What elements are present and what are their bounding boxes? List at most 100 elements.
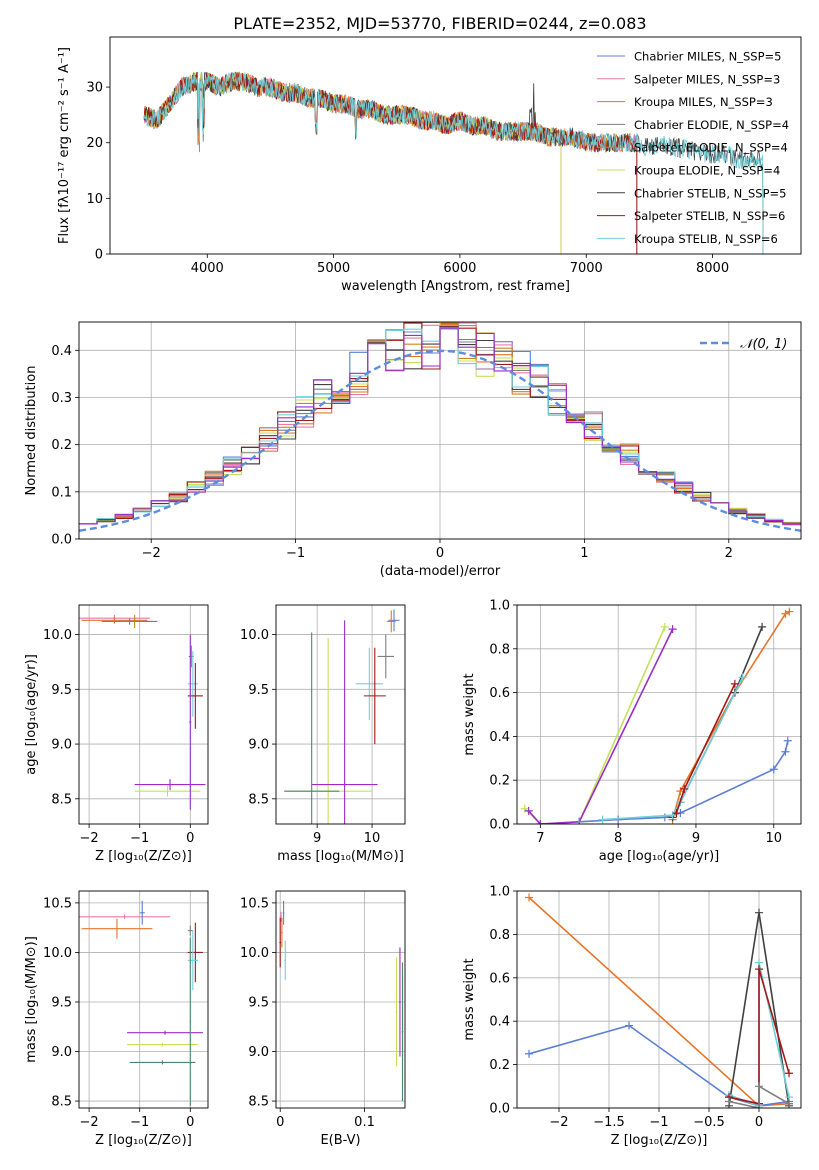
x-tick-label: 10	[364, 831, 381, 846]
errorbar-point	[134, 779, 206, 791]
y-tick-label: 9.5	[51, 995, 72, 1010]
y-axis-label: Flux [fλ10⁻¹⁷ erg cm⁻² s⁻¹ A⁻¹]	[57, 47, 72, 244]
weight-point-marker	[725, 1097, 733, 1106]
weight-point-marker	[524, 806, 533, 815]
errorbar-point	[101, 618, 158, 625]
weight-point-marker	[755, 965, 763, 974]
legend-entry: Salpeter MILES, N_SSP=3	[634, 72, 780, 86]
panel-massweight-vs-age: 7 8 9 10 0.0 0.2 0.4 0.6 0.8 1.0 age [log₁₀(age/yr…	[462, 599, 802, 864]
weight-point-marker	[769, 765, 778, 774]
errorbar-point	[139, 900, 145, 925]
y-tick-label: 9.0	[248, 738, 269, 753]
plot-area	[143, 71, 764, 254]
weight-point-marker	[783, 736, 792, 745]
y-tick-label: 9.5	[51, 683, 72, 698]
y-tick-label: 0.4	[51, 344, 72, 359]
weight-series	[598, 673, 747, 824]
x-axis-label: Z [log₁₀(Z/Z⊙)]	[95, 849, 192, 864]
y-axis-label: mass [log₁₀(M/M⊙)]	[24, 936, 39, 1063]
x-tick-label: −1	[649, 1115, 668, 1130]
legend-entry: 𝒩(0, 1)	[740, 337, 787, 352]
y-tick-label: 10.0	[43, 628, 72, 643]
plot-area	[79, 614, 206, 810]
axes-frame	[109, 36, 802, 255]
errorbar-point	[355, 647, 384, 720]
weight-point-marker	[525, 893, 533, 902]
x-tick-label: 6000	[443, 261, 476, 276]
axes-frame	[275, 604, 406, 825]
spectrum-series-line	[143, 72, 638, 254]
errorbar-point	[282, 900, 285, 925]
y-tick-label: 10.0	[240, 946, 269, 961]
weight-point-marker	[758, 622, 767, 631]
y-tick-label: 0.0	[51, 533, 72, 548]
y-tick-label: 10.5	[240, 896, 269, 911]
errorbar-point	[127, 1030, 203, 1035]
x-axis-label: mass [log₁₀(M/M⊙)]	[277, 849, 404, 864]
weight-series	[524, 625, 677, 824]
panel-age-vs-mass: 9 10 8.5 9.0 9.5 10.0 mass [log₁₀(M/M⊙)]	[240, 604, 406, 864]
x-tick-label: −0.5	[693, 1115, 725, 1130]
x-tick-label: −2	[142, 546, 161, 561]
y-tick-label: 0.0	[489, 818, 510, 833]
legend-entry: Kroupa ELODIE, N_SSP=4	[634, 164, 780, 178]
histogram-step	[79, 328, 801, 525]
legend-entry: Kroupa STELIB, N_SSP=6	[634, 232, 778, 246]
x-tick-label: −1	[130, 831, 149, 846]
plot-area	[79, 322, 801, 532]
axes-frame	[516, 604, 802, 825]
errorbar-point	[281, 917, 283, 948]
y-tick-label: 0.1	[51, 485, 72, 500]
y-tick-label: 9.0	[248, 1045, 269, 1060]
errorbar-point	[284, 632, 340, 824]
x-tick-label: −2	[549, 1115, 568, 1130]
y-tick-label: 0.8	[489, 642, 510, 657]
y-axis-label: mass weight	[462, 958, 477, 1040]
weight-point-marker	[536, 820, 545, 824]
y-tick-label: 10.0	[43, 946, 72, 961]
weight-point-marker	[785, 607, 794, 616]
legend-entry: Chabrier MILES, N_SSP=5	[634, 50, 781, 64]
y-tick-label: 10	[86, 192, 103, 207]
spectrum-series-line	[143, 71, 638, 254]
spectrum-series-line	[143, 71, 638, 254]
x-tick-label: −2	[80, 831, 99, 846]
weight-point-marker	[660, 813, 669, 822]
errorbar-point	[81, 918, 153, 939]
errorbar-point	[79, 914, 171, 919]
panel-residuals: −2 −1 0 1 2 0.0 0.1 0.2 0.3 0.4 (data-model)/error…	[24, 321, 802, 579]
legend-entry: Chabrier ELODIE, N_SSP=4	[634, 118, 789, 132]
weight-series-line	[728, 1084, 790, 1108]
x-tick-label: 8000	[696, 261, 729, 276]
weight-series-line	[528, 628, 674, 824]
x-tick-label: 9	[692, 831, 700, 846]
errorbar-point	[81, 617, 148, 624]
x-tick-label: 9	[313, 831, 321, 846]
x-tick-label: 2	[725, 546, 733, 561]
weight-point-marker	[668, 625, 677, 634]
y-tick-label: 0	[95, 248, 103, 263]
axes-frame	[275, 890, 406, 1109]
y-axis-label: age [log₁₀(age/yr)]	[24, 654, 39, 775]
weight-point-marker	[738, 673, 747, 682]
x-tick-label: 0	[186, 1115, 194, 1130]
figure-title: PLATE=2352, MJD=53770, FIBERID=0244, z=0…	[233, 14, 646, 33]
x-tick-label: 10	[765, 831, 782, 846]
weight-point-marker	[525, 1049, 533, 1058]
y-tick-label: 10.0	[240, 628, 269, 643]
x-axis-label: age [log₁₀(age/yr)]	[599, 849, 720, 864]
plot-area	[525, 893, 793, 1108]
y-tick-label: 9.5	[248, 683, 269, 698]
spectrum-series-line	[143, 71, 638, 254]
weight-point-marker	[672, 809, 681, 818]
y-tick-label: 20	[86, 136, 103, 151]
y-tick-label: 9.5	[248, 995, 269, 1010]
x-tick-label: 7	[536, 831, 544, 846]
y-tick-label: 8.5	[248, 1095, 269, 1110]
weight-point-marker	[680, 784, 689, 793]
y-tick-label: 0.6	[489, 686, 510, 701]
x-axis-label: Z [log₁₀(Z/Z⊙)]	[611, 1133, 708, 1148]
axes-frame	[516, 890, 802, 1109]
weight-series	[725, 1082, 793, 1108]
x-axis-label: E(B-V)	[320, 1133, 360, 1148]
